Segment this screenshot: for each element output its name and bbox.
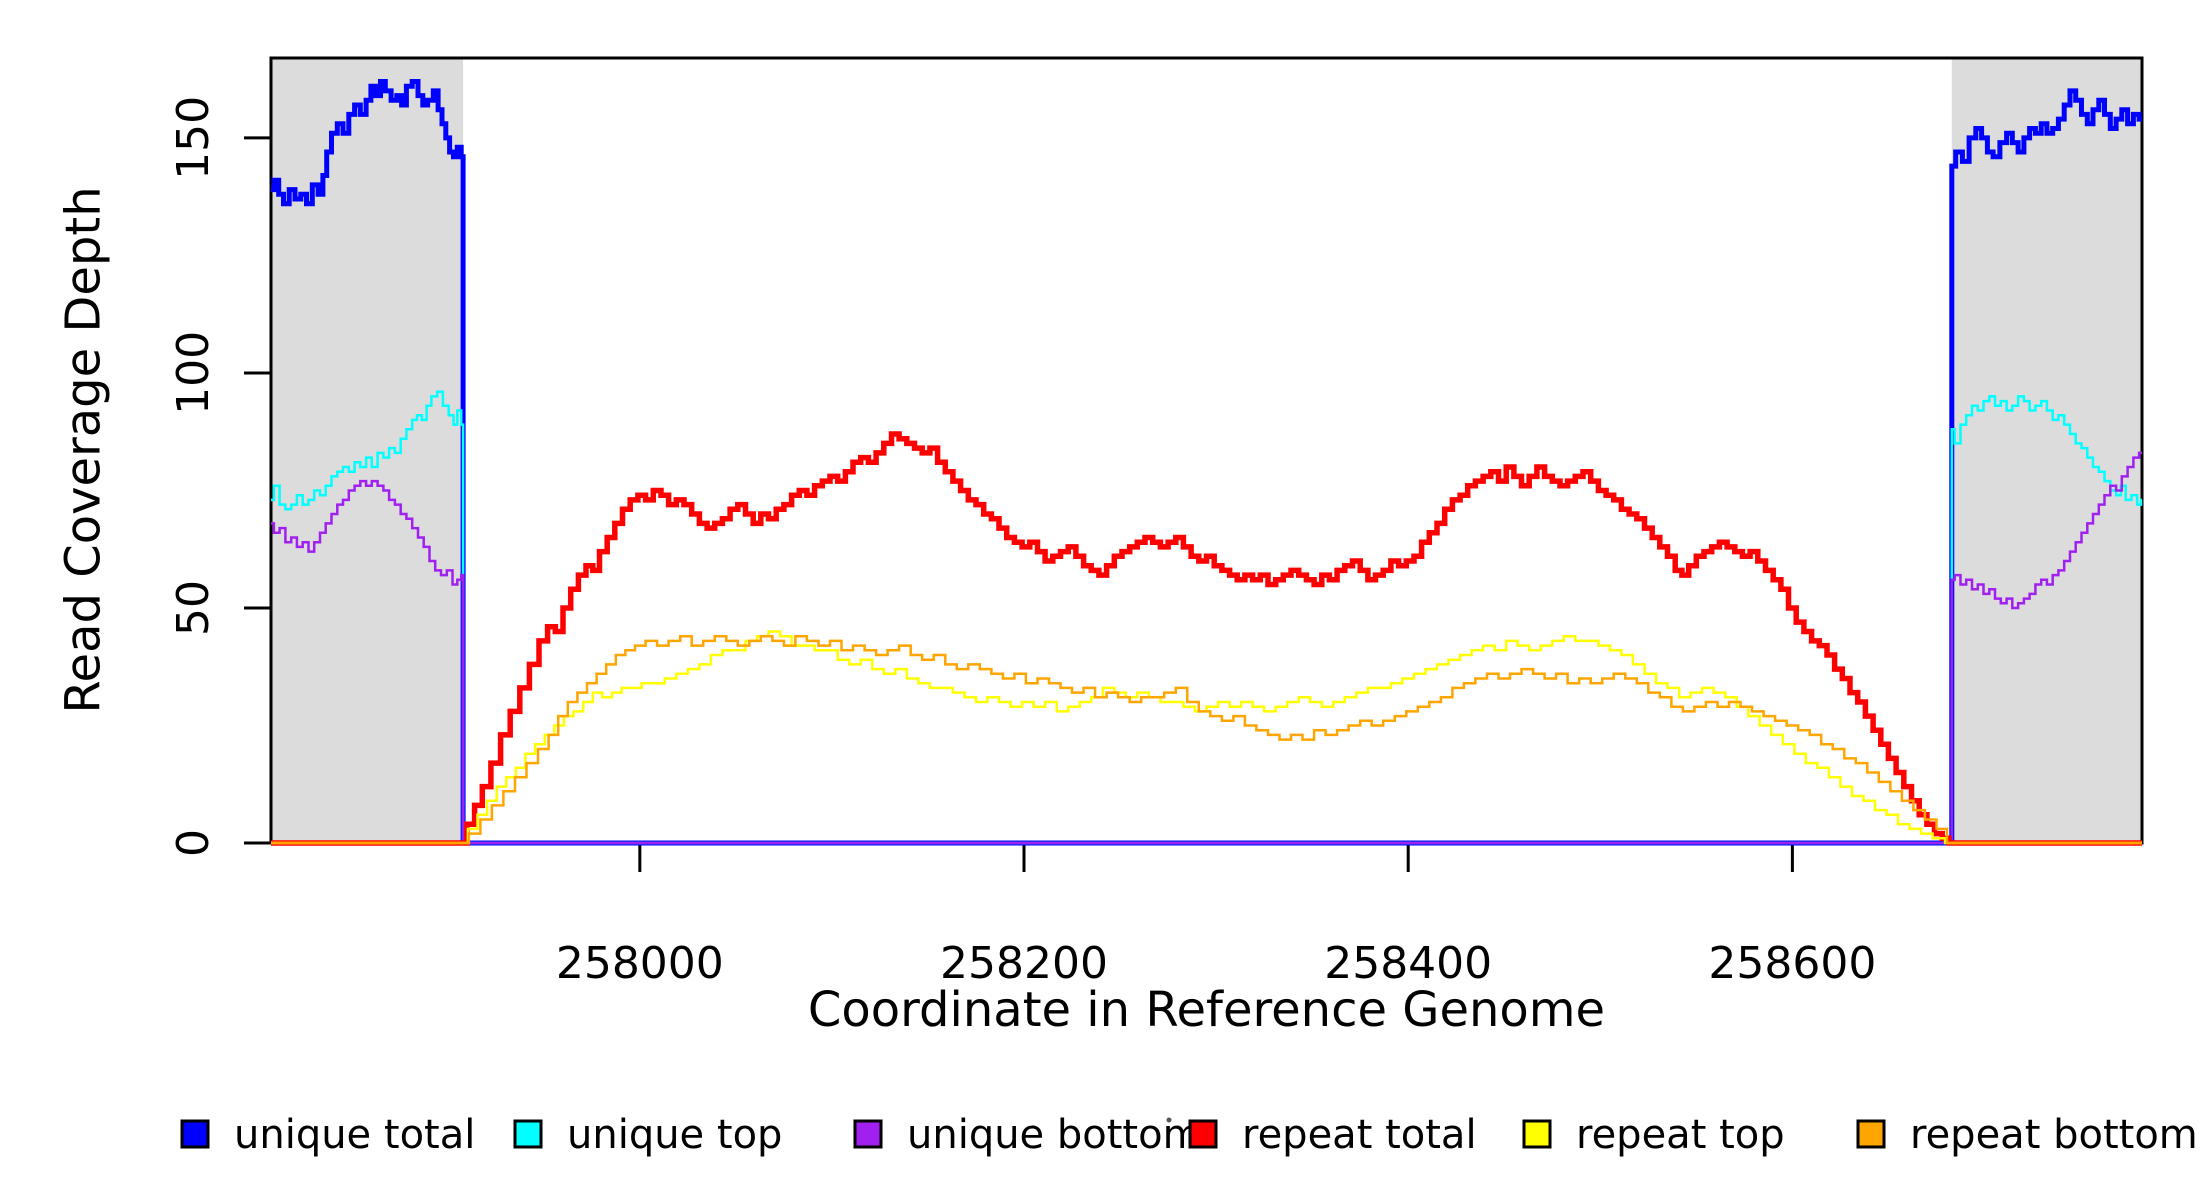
plot-border-box bbox=[269, 56, 2144, 845]
y-axis-tick-label: 0 bbox=[168, 829, 219, 857]
legend-swatch-unique-bottom bbox=[853, 1119, 883, 1149]
shaded-region-right-unique-flank bbox=[1951, 58, 2142, 843]
series-line-unique-total bbox=[271, 79, 2142, 846]
legend-swatch-repeat-top bbox=[1522, 1119, 1552, 1149]
x-axis-tick-label: 258400 bbox=[1324, 938, 1492, 989]
series-line-repeat-top bbox=[271, 630, 2142, 845]
series-line-repeat-bottom bbox=[271, 634, 2142, 845]
series-line-unique-top bbox=[271, 390, 2143, 845]
y-axis-tick-label: 100 bbox=[168, 331, 219, 415]
x-axis-tick-label: 258000 bbox=[556, 938, 724, 989]
x-axis-title: Coordinate in Reference Genome bbox=[807, 982, 1606, 1038]
stray-dot bbox=[1166, 1117, 1172, 1123]
y-axis-tick-label: 50 bbox=[168, 580, 219, 636]
series-line-unique-bottom bbox=[271, 451, 2142, 845]
legend-swatch-repeat-total bbox=[1188, 1119, 1218, 1149]
series-line-repeat-total bbox=[271, 431, 2142, 846]
y-axis-title: Read Coverage Depth bbox=[55, 186, 112, 714]
legend-label-unique-top: unique top bbox=[567, 1112, 782, 1158]
legend-label-unique-total: unique total bbox=[234, 1112, 475, 1158]
legend-label-repeat-total: repeat total bbox=[1242, 1112, 1477, 1158]
legend-label-unique-bottom: unique bottom bbox=[907, 1112, 1202, 1158]
legend-label-repeat-bottom: repeat bottom bbox=[1910, 1112, 2198, 1158]
x-axis-tick-label: 258200 bbox=[940, 938, 1108, 989]
shaded-region-left-unique-flank bbox=[271, 58, 464, 843]
legend-swatch-unique-top bbox=[513, 1119, 543, 1149]
legend-swatch-repeat-bottom bbox=[1856, 1119, 1886, 1149]
x-axis-tick-label: 258600 bbox=[1708, 938, 1876, 989]
legend-swatch-unique-total bbox=[180, 1119, 210, 1149]
y-axis-tick-label: 150 bbox=[168, 96, 219, 180]
legend-label-repeat-top: repeat top bbox=[1576, 1112, 1785, 1158]
